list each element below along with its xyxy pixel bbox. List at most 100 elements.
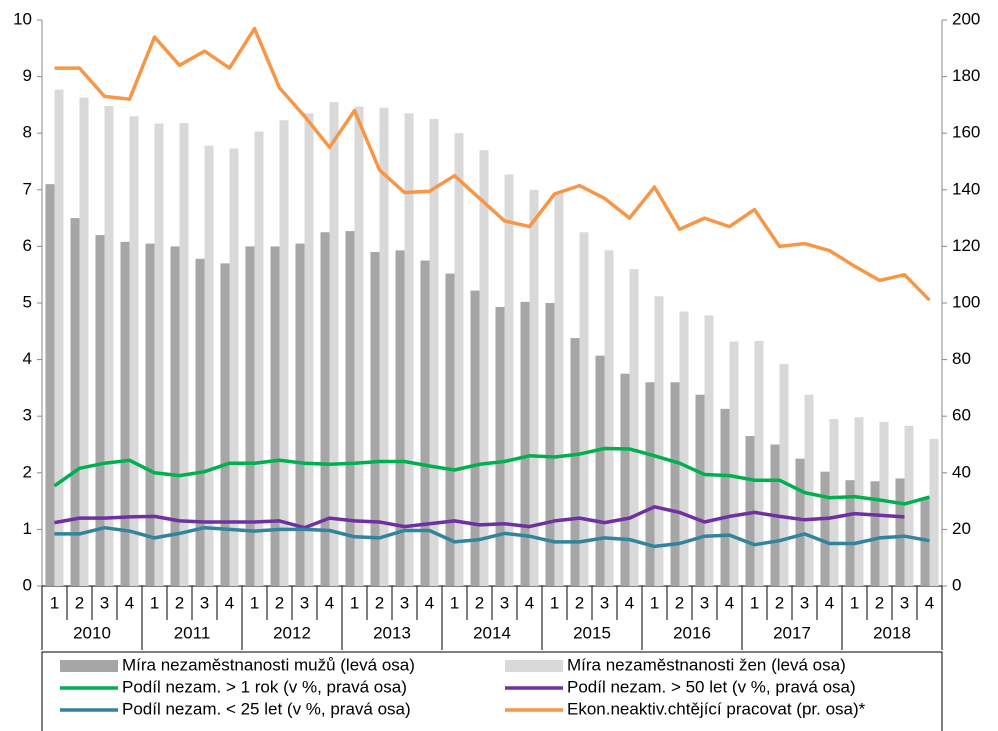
bar — [870, 481, 880, 586]
bar — [695, 394, 705, 586]
x-group-label: 2018 — [873, 623, 911, 642]
line-series — [54, 525, 930, 549]
bar — [704, 315, 714, 586]
bar — [254, 131, 264, 586]
bar — [179, 123, 189, 587]
y2-tick-label: 120 — [952, 236, 980, 255]
line-series — [54, 26, 931, 302]
bar — [395, 250, 405, 586]
bar — [595, 355, 605, 586]
x-tick-label: 3 — [400, 593, 409, 612]
bar — [304, 113, 314, 586]
x-tick-label: 3 — [900, 593, 909, 612]
y-tick-label: 0 — [23, 575, 32, 594]
bar — [929, 438, 939, 586]
y2-tick-label: 80 — [952, 349, 971, 368]
legend-swatch — [60, 660, 118, 672]
x-tick-label: 4 — [325, 593, 334, 612]
bar — [479, 150, 489, 586]
y2-tick-label: 20 — [952, 519, 971, 538]
bar — [604, 250, 614, 586]
x-tick-label: 3 — [700, 593, 709, 612]
x-tick-label: 4 — [925, 593, 934, 612]
x-tick-label: 2 — [575, 593, 584, 612]
x-tick-label: 4 — [125, 593, 134, 612]
y2-tick-label: 200 — [952, 9, 980, 28]
y-tick-label: 4 — [23, 349, 32, 368]
x-tick-label: 1 — [850, 593, 859, 612]
bar — [504, 174, 514, 586]
y2-tick-label: 40 — [952, 462, 971, 481]
y-tick-label: 7 — [23, 179, 32, 198]
y-tick-label: 5 — [23, 292, 32, 311]
bar — [745, 436, 755, 586]
bar — [895, 478, 905, 586]
bar — [854, 417, 864, 586]
bar — [120, 241, 130, 586]
bar — [470, 290, 480, 586]
bar — [654, 296, 664, 586]
x-tick-label: 1 — [550, 593, 559, 612]
x-tick-label: 2 — [475, 593, 484, 612]
x-tick-label: 2 — [75, 593, 84, 612]
bar — [920, 498, 930, 586]
bar — [804, 394, 814, 586]
bar — [570, 338, 580, 586]
y-tick-label: 10 — [13, 9, 32, 28]
y-tick-label: 8 — [23, 123, 32, 142]
x-group-label: 2012 — [273, 623, 311, 642]
x-tick-label: 1 — [750, 593, 759, 612]
y-tick-label: 1 — [23, 519, 32, 538]
bar — [45, 184, 55, 586]
bar — [879, 421, 889, 586]
y-tick-label: 3 — [23, 406, 32, 425]
bar — [295, 243, 305, 586]
bar — [145, 243, 155, 586]
x-group-label: 2010 — [73, 623, 111, 642]
bar — [379, 107, 389, 586]
x-group-label: 2016 — [673, 623, 711, 642]
y-tick-label: 6 — [23, 236, 32, 255]
bar — [154, 123, 164, 586]
bar — [170, 246, 180, 586]
x-tick-label: 4 — [625, 593, 634, 612]
bar — [79, 97, 89, 587]
legend-label: Míra nezaměstnanosti mužů (levá osa) — [122, 655, 415, 674]
x-tick-label: 2 — [675, 593, 684, 612]
bar — [445, 273, 455, 586]
bar — [279, 120, 289, 586]
x-tick-label: 2 — [775, 593, 784, 612]
bar — [645, 382, 655, 586]
y-tick-label: 2 — [23, 462, 32, 481]
y2-tick-label: 140 — [952, 179, 980, 198]
x-tick-label: 4 — [425, 593, 434, 612]
legend-label: Podíl nezam. < 25 let (v %, pravá osa) — [122, 699, 411, 718]
bar — [329, 102, 339, 586]
x-tick-label: 4 — [725, 593, 734, 612]
y2-tick-label: 180 — [952, 66, 980, 85]
bar — [195, 258, 205, 586]
x-group-label: 2013 — [373, 623, 411, 642]
x-tick-label: 1 — [50, 593, 59, 612]
bar — [354, 106, 364, 587]
bar — [104, 106, 114, 587]
bar — [679, 311, 689, 586]
legend-label: Míra nezaměstnanosti žen (levá osa) — [567, 655, 846, 674]
x-group-label: 2014 — [473, 623, 511, 642]
bar — [70, 218, 80, 586]
x-group-label: 2011 — [174, 623, 211, 642]
x-tick-label: 2 — [875, 593, 884, 612]
bar — [820, 471, 830, 586]
bar — [795, 458, 805, 586]
bar — [620, 373, 630, 586]
bar — [95, 235, 105, 586]
x-tick-label: 4 — [525, 593, 534, 612]
bar — [54, 89, 64, 587]
x-tick-label: 3 — [100, 593, 109, 612]
bar — [429, 119, 439, 587]
bar — [404, 113, 414, 586]
x-tick-label: 3 — [500, 593, 509, 612]
bar — [495, 306, 505, 586]
bar — [345, 231, 355, 587]
bar — [829, 419, 839, 586]
